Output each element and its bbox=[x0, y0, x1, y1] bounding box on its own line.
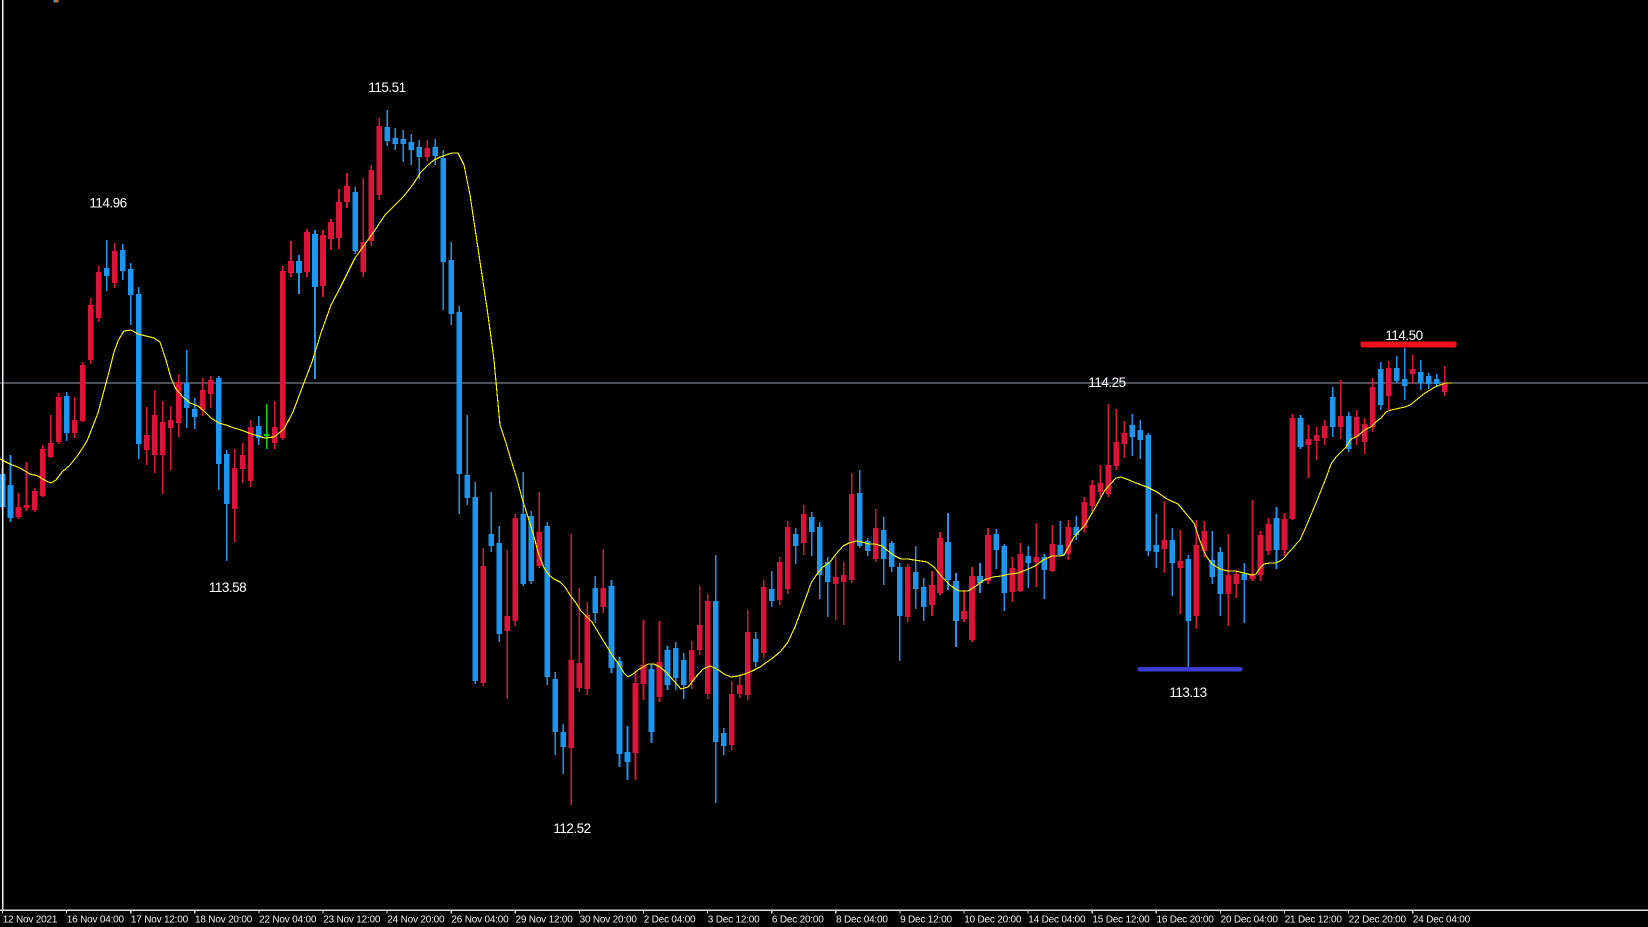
svg-text:10 Dec 20:00: 10 Dec 20:00 bbox=[964, 915, 1022, 926]
svg-text:26 Nov 04:00: 26 Nov 04:00 bbox=[451, 915, 509, 926]
svg-text:6 Dec 20:00: 6 Dec 20:00 bbox=[772, 915, 824, 926]
svg-text:114.96: 114.96 bbox=[89, 196, 126, 211]
svg-text:113.58: 113.58 bbox=[209, 580, 246, 595]
svg-text:20 Dec 04:00: 20 Dec 04:00 bbox=[1221, 915, 1279, 926]
svg-text:114.25: 114.25 bbox=[1088, 375, 1125, 390]
svg-text:30 Nov 20:00: 30 Nov 20:00 bbox=[580, 915, 638, 926]
svg-text:17 Nov 12:00: 17 Nov 12:00 bbox=[131, 915, 189, 926]
svg-text:15 Dec 12:00: 15 Dec 12:00 bbox=[1092, 915, 1150, 926]
svg-text:113.13: 113.13 bbox=[1169, 685, 1206, 700]
svg-text:29 Nov 12:00: 29 Nov 12:00 bbox=[516, 915, 574, 926]
svg-text:8 Dec 04:00: 8 Dec 04:00 bbox=[836, 915, 888, 926]
svg-text:16 Dec 20:00: 16 Dec 20:00 bbox=[1157, 915, 1215, 926]
svg-text:114.50: 114.50 bbox=[1385, 328, 1422, 343]
svg-text:18 Nov 20:00: 18 Nov 20:00 bbox=[195, 915, 253, 926]
svg-text:16 Nov 04:00: 16 Nov 04:00 bbox=[67, 915, 125, 926]
svg-text:22 Dec 20:00: 22 Dec 20:00 bbox=[1349, 915, 1407, 926]
svg-text:12 Nov 2021: 12 Nov 2021 bbox=[3, 915, 58, 926]
svg-text:9 Dec 12:00: 9 Dec 12:00 bbox=[900, 915, 952, 926]
svg-text:21 Dec 12:00: 21 Dec 12:00 bbox=[1285, 915, 1343, 926]
svg-text:3 Dec 12:00: 3 Dec 12:00 bbox=[708, 915, 760, 926]
svg-text:23 Nov 12:00: 23 Nov 12:00 bbox=[323, 915, 381, 926]
svg-text:24 Dec 04:00: 24 Dec 04:00 bbox=[1413, 915, 1471, 926]
svg-text:2 Dec 04:00: 2 Dec 04:00 bbox=[644, 915, 696, 926]
svg-text:14 Dec 04:00: 14 Dec 04:00 bbox=[1028, 915, 1086, 926]
svg-text:115.51: 115.51 bbox=[368, 80, 405, 95]
svg-text:24 Nov 20:00: 24 Nov 20:00 bbox=[387, 915, 445, 926]
svg-text:22 Nov 04:00: 22 Nov 04:00 bbox=[259, 915, 317, 926]
svg-text:112.52: 112.52 bbox=[553, 821, 590, 836]
